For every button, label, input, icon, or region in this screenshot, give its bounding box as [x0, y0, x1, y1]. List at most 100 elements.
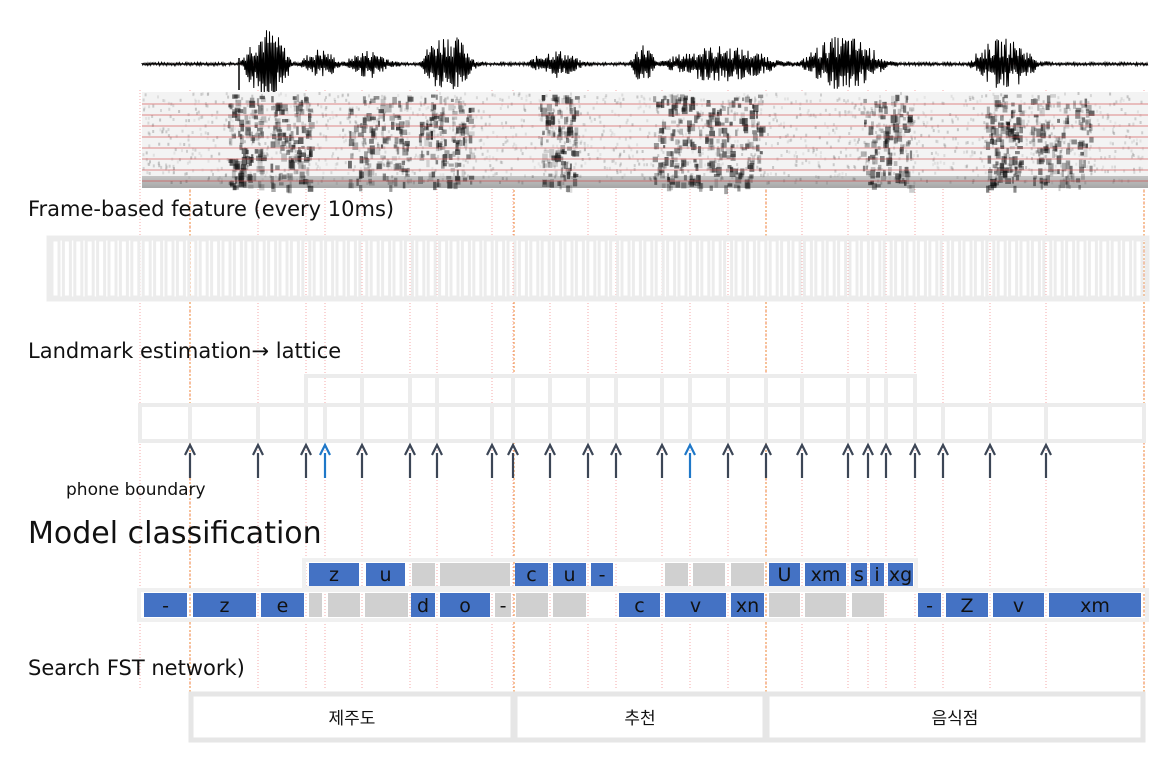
- spectrogram-energy: [239, 169, 244, 179]
- spectrogram-noise: [296, 153, 298, 157]
- spectrogram-noise: [513, 92, 515, 96]
- spectrogram-noise: [347, 93, 350, 97]
- spectrogram-energy: [991, 125, 995, 130]
- spectrogram-energy: [714, 114, 720, 123]
- spectrogram-energy: [254, 124, 258, 128]
- spectrogram-noise: [417, 155, 420, 159]
- spectrogram-noise: [430, 104, 433, 108]
- spectrogram-noise: [566, 106, 568, 110]
- spectrogram-noise: [510, 167, 513, 171]
- spectrogram-energy: [656, 101, 662, 108]
- spectrogram-noise: [913, 120, 916, 123]
- spectrogram-energy: [657, 167, 662, 176]
- spectrogram-energy: [458, 101, 462, 110]
- spectrogram-energy: [1089, 123, 1092, 128]
- spectrogram-noise: [465, 147, 467, 151]
- spectrogram-energy: [883, 130, 890, 140]
- spectrogram-noise: [1049, 167, 1052, 171]
- spectrogram-energy: [994, 103, 998, 112]
- spectrogram-noise: [695, 103, 698, 107]
- spectrogram-noise: [984, 140, 987, 143]
- spectrogram-noise: [838, 172, 841, 176]
- frame-cell: [369, 238, 380, 299]
- spectrogram-noise: [971, 141, 974, 145]
- spectrogram-noise: [1032, 152, 1035, 156]
- spectrogram-noise: [1057, 96, 1060, 100]
- spectrogram-energy: [672, 129, 676, 137]
- spectrogram-noise: [1047, 120, 1050, 124]
- spectrogram-noise: [838, 156, 840, 160]
- spectrogram-energy: [407, 96, 414, 102]
- spectrogram-noise: [564, 99, 567, 103]
- spectrogram-noise: [355, 114, 358, 118]
- spectrogram-noise: [172, 167, 175, 171]
- spectrogram-energy: [993, 170, 997, 175]
- spectrogram-noise: [194, 107, 197, 111]
- frame-cell: [403, 238, 414, 299]
- class-top-box: [412, 563, 435, 586]
- spectrogram-noise: [922, 111, 925, 114]
- spectrogram-energy: [1055, 136, 1060, 142]
- spectrogram-noise: [294, 149, 297, 153]
- spectrogram-noise: [754, 153, 757, 157]
- spectrogram-energy: [290, 131, 294, 139]
- spectrogram-noise: [608, 166, 611, 170]
- spectrogram-noise: [1041, 105, 1044, 109]
- spectrogram-energy: [1010, 110, 1014, 119]
- spectrogram-energy: [1000, 139, 1005, 147]
- spectrogram-noise: [452, 109, 455, 113]
- spectrogram-noise: [642, 158, 645, 162]
- spectrogram-energy: [693, 144, 697, 151]
- class-bottom-box: [805, 593, 846, 617]
- spectrogram-energy: [258, 132, 261, 139]
- spectrogram-energy: [251, 154, 254, 162]
- spectrogram-energy: [240, 167, 244, 175]
- spectrogram-energy: [896, 132, 902, 137]
- class-bottom-box: [918, 593, 941, 617]
- spectrogram-noise: [311, 110, 314, 114]
- spectrogram-noise: [406, 108, 409, 112]
- spectrogram-noise: [814, 115, 817, 119]
- spectrogram-noise: [339, 107, 342, 111]
- spectrogram-energy: [706, 100, 711, 104]
- spectrogram-noise: [937, 166, 940, 170]
- spectrogram-noise: [819, 151, 822, 155]
- spectrogram-noise: [615, 101, 618, 105]
- spectrogram-noise: [152, 104, 155, 108]
- spectrogram-noise: [708, 138, 711, 142]
- spectrogram-noise: [981, 94, 983, 98]
- spectrogram-energy: [1014, 166, 1018, 175]
- spectrogram-noise: [480, 126, 483, 130]
- spectrogram-energy: [565, 97, 572, 105]
- classification-bottom-frame: [137, 588, 1149, 622]
- spectrogram-energy: [367, 163, 372, 168]
- spectrogram-energy: [449, 153, 453, 160]
- spectrogram-noise: [212, 172, 214, 176]
- spectrogram-noise: [148, 162, 151, 166]
- spectrogram-energy: [464, 125, 469, 135]
- spectrogram-noise: [206, 104, 209, 108]
- spectrogram-noise: [469, 114, 472, 118]
- spectrogram-energy: [724, 185, 728, 195]
- spectrogram-noise: [191, 131, 194, 134]
- spectrogram-energy: [468, 135, 473, 144]
- spectrogram-energy: [377, 144, 380, 149]
- spectrogram-noise: [579, 112, 582, 116]
- spectrogram-energy: [228, 103, 231, 108]
- spectrogram-energy: [695, 164, 699, 171]
- boundary-arrow-head: [300, 442, 312, 456]
- spectrogram-energy: [362, 96, 366, 104]
- frame-cell: [620, 238, 631, 299]
- spectrogram-noise: [484, 122, 487, 126]
- spectrogram-noise: [390, 166, 393, 170]
- spectrogram-noise: [186, 149, 188, 153]
- spectrogram-noise: [210, 169, 213, 173]
- lattice-bottom-cell: [660, 403, 692, 443]
- spectrogram-noise: [596, 149, 599, 153]
- spectrogram-energy: [362, 138, 367, 145]
- spectrogram-noise: [196, 111, 198, 115]
- spectrogram-noise: [1098, 105, 1101, 109]
- spectrogram-energy: [377, 120, 380, 127]
- spectrogram-noise: [244, 132, 247, 136]
- spectrogram-noise: [861, 127, 864, 131]
